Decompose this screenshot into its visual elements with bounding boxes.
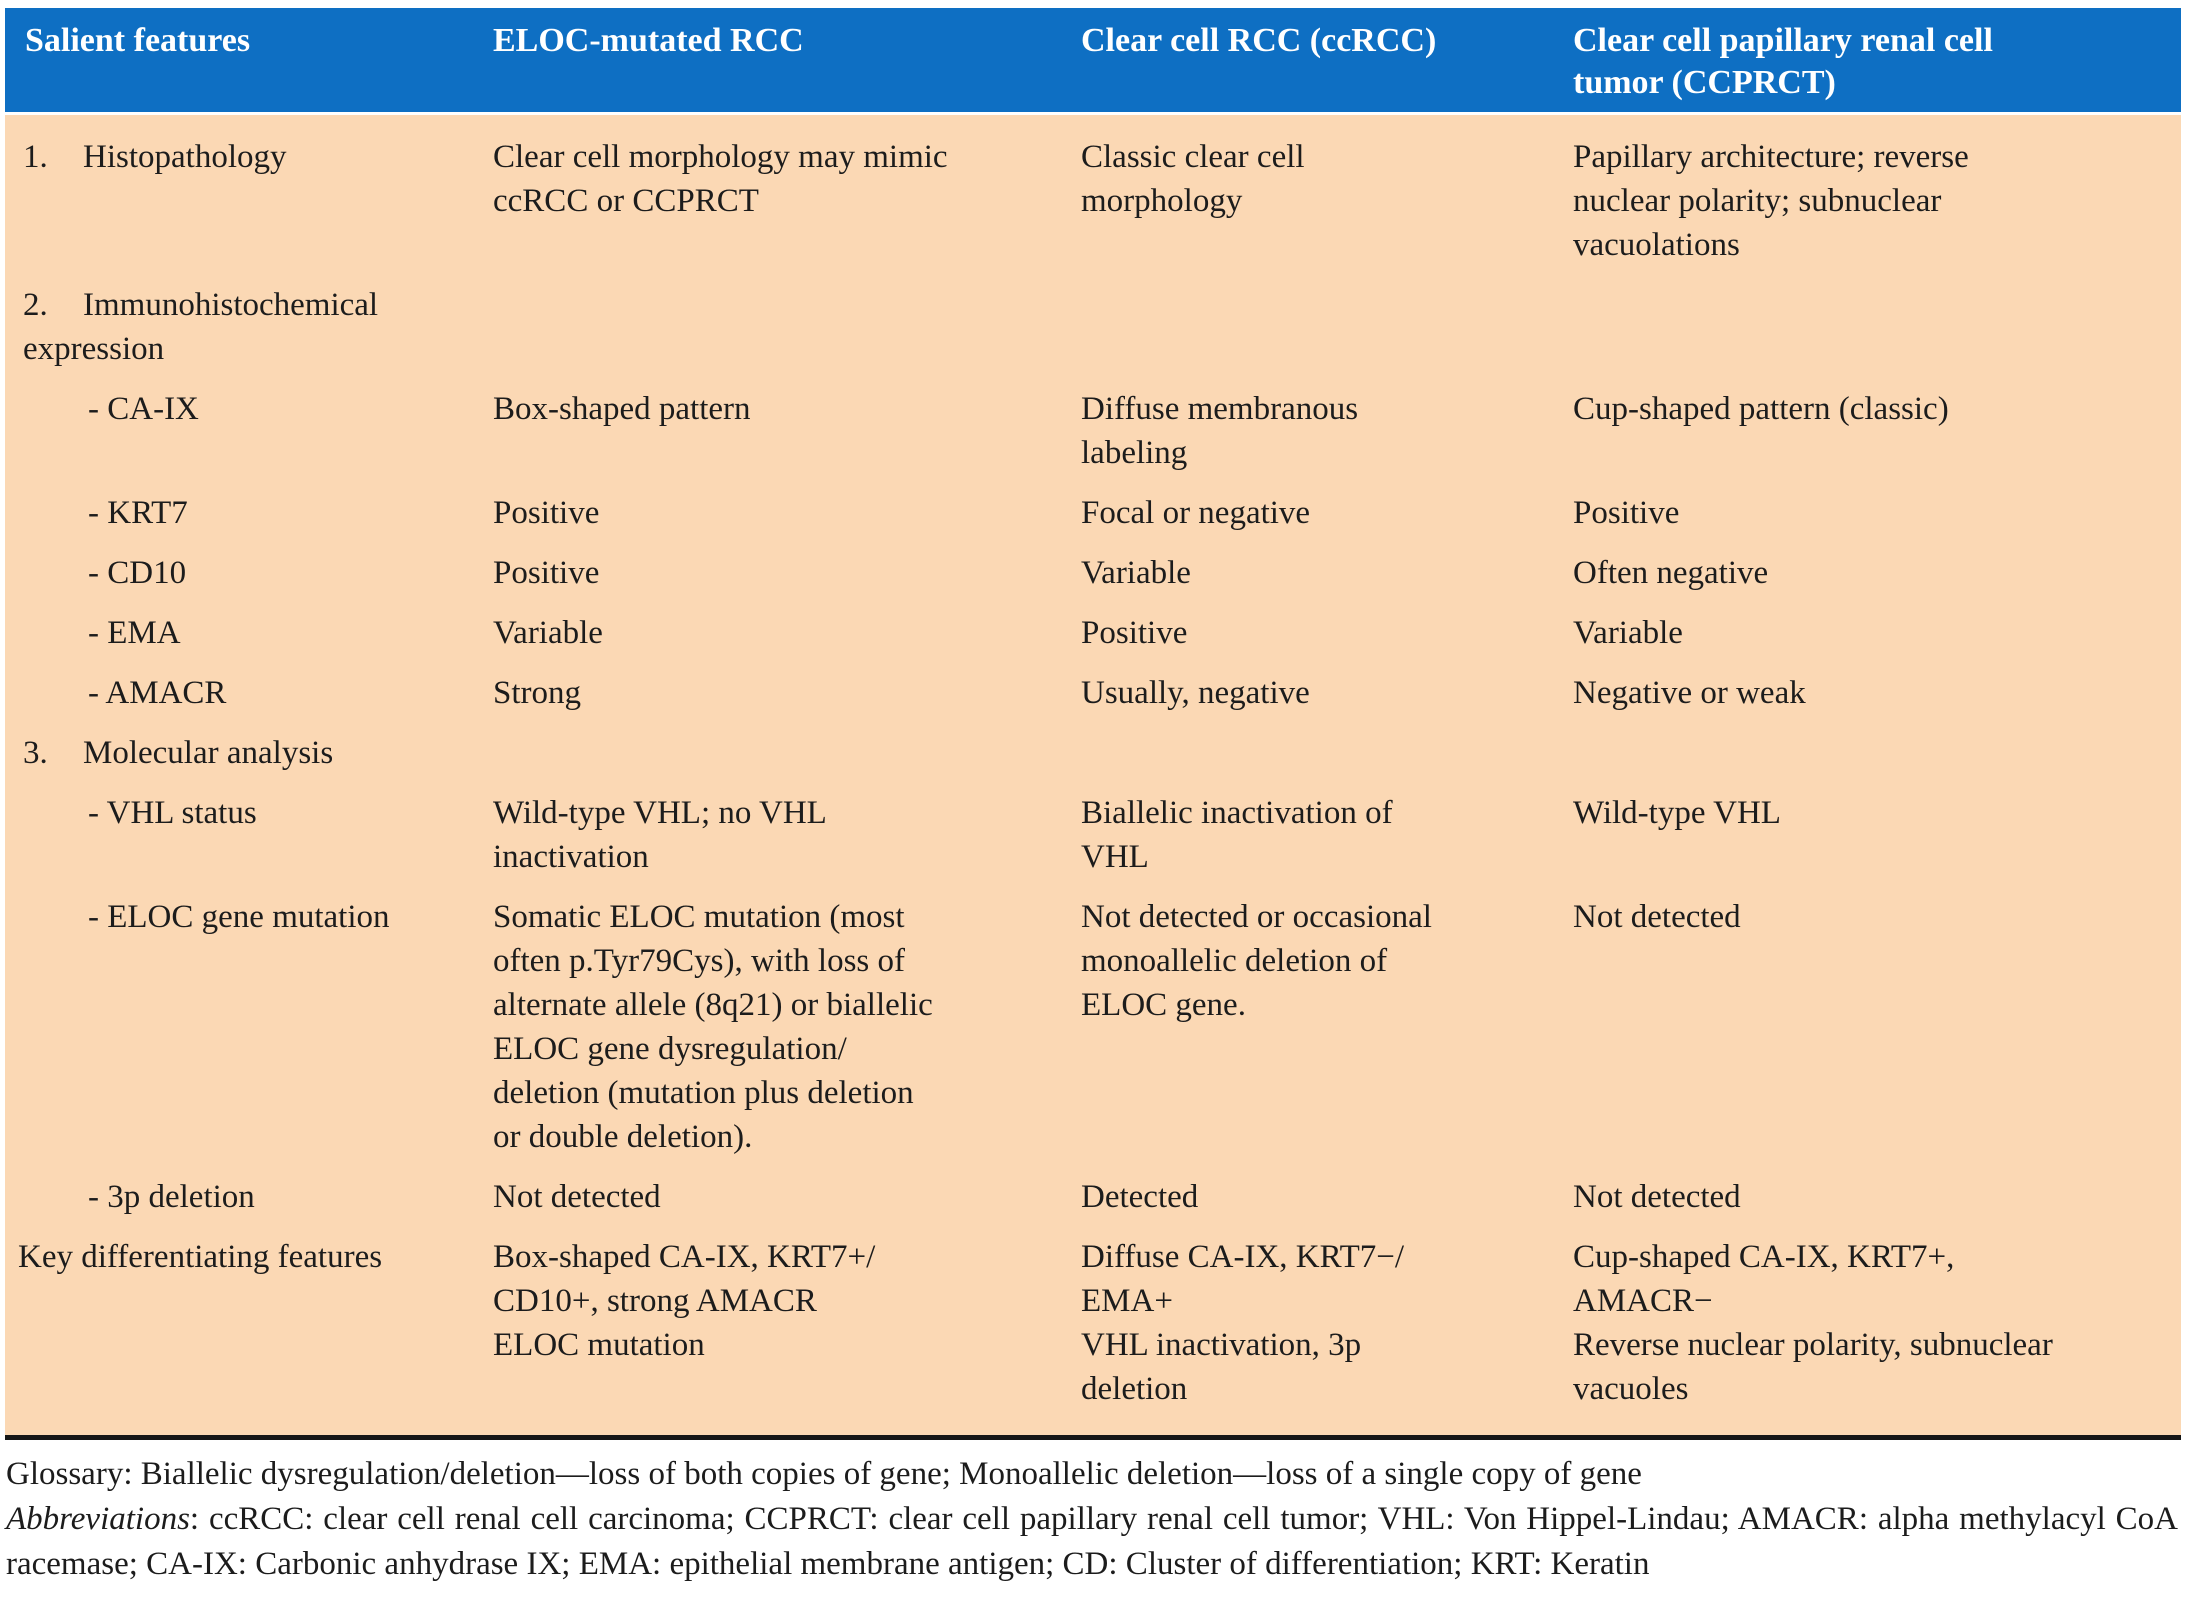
ccrcc-cell: Usually, negative: [1081, 675, 1310, 711]
table-row-ca-ix: - CA-IX Box-shaped pattern Diffuse membr…: [5, 379, 2181, 483]
feature-cell: - VHL status: [5, 791, 485, 879]
ccprct-cell: Wild-type VHL: [1573, 795, 1781, 831]
comparison-table: Salient features ELOC-mutated RCC Clear …: [5, 8, 2181, 1440]
table-row-molecular-analysis: 3. Molecular analysis: [5, 723, 2181, 783]
feature-cell: - AMACR: [5, 671, 485, 715]
ccprct-cell: [1565, 283, 2181, 371]
ccrcc-cell: Diffuse CA-IX, KRT7−/ EMA+ VHL inactivat…: [1081, 1239, 1405, 1407]
ccprct-cell: Often negative: [1573, 555, 1769, 591]
feature-label: - AMACR: [88, 675, 227, 711]
ccrcc-cell: [1073, 283, 1565, 371]
table-row-cd10: - CD10 Positive Variable Often negative: [5, 543, 2181, 603]
ccprct-cell: Not detected: [1573, 1179, 1741, 1215]
eloc-cell: Box-shaped pattern: [493, 391, 751, 427]
glossary-text: Glossary: Biallelic dysregulation/deleti…: [6, 1456, 1642, 1492]
column-header-clear-cell-rcc: Clear cell RCC (ccRCC): [1081, 22, 1437, 59]
table-row-eloc-gene-mutation: - ELOC gene mutation Somatic ELOC mutati…: [5, 887, 2181, 1167]
eloc-cell: Strong: [493, 675, 582, 711]
ccrcc-cell: Diffuse membranous labeling: [1081, 391, 1359, 471]
feature-label: - VHL status: [88, 795, 257, 831]
ccrcc-cell: Focal or negative: [1081, 495, 1311, 531]
eloc-cell: Not detected: [493, 1179, 661, 1215]
ccprct-cell: Papillary architecture; reverse nuclear …: [1573, 139, 1969, 263]
ccrcc-cell: [1073, 731, 1565, 775]
column-header-ccprct: Clear cell papillary renal cell tumor (C…: [1573, 22, 1993, 101]
eloc-cell: [485, 731, 1073, 775]
feature-label: - 3p deletion: [88, 1179, 255, 1215]
feature-label: Molecular analysis: [83, 735, 334, 771]
feature-cell: - EMA: [5, 611, 485, 655]
feature-label: - CD10: [88, 555, 187, 591]
row-number: 2.: [23, 287, 48, 323]
ccprct-cell: Cup-shaped CA-IX, KRT7+, AMACR− Reverse …: [1573, 1239, 2053, 1407]
feature-label: Histopathology: [83, 139, 287, 175]
ccrcc-cell: Variable: [1081, 555, 1191, 591]
eloc-cell: Wild-type VHL; no VHL inactivation: [493, 795, 827, 875]
table-body: 1. Histopathology Clear cell morphology m…: [5, 115, 2181, 1440]
table-row-amacr: - AMACR Strong Usually, negative Negativ…: [5, 663, 2181, 723]
ccprct-cell: Variable: [1573, 615, 1683, 651]
feature-cell: Key differentiating features: [5, 1235, 485, 1411]
abbreviations-text: Abbreviations: ccRCC: clear cell renal c…: [6, 1497, 2178, 1587]
feature-label: Key differentiating features: [18, 1239, 383, 1275]
column-header-eloc-mutated-rcc: ELOC-mutated RCC: [493, 22, 804, 59]
abbreviations-label: Abbreviations: [6, 1501, 190, 1537]
ccrcc-cell: Classic clear cell morphology: [1081, 139, 1305, 219]
feature-label: - CA-IX: [88, 391, 199, 427]
feature-label: - ELOC gene mutation: [88, 899, 390, 935]
feature-label: Immunohistochemical expression: [23, 287, 379, 367]
feature-label: - EMA: [88, 615, 181, 651]
feature-cell: - 3p deletion: [5, 1175, 485, 1219]
feature-cell: 1. Histopathology: [5, 135, 485, 267]
feature-cell: - CD10: [5, 551, 485, 595]
table-header-row: Salient features ELOC-mutated RCC Clear …: [5, 8, 2181, 112]
table-row-krt7: - KRT7 Positive Focal or negative Positi…: [5, 483, 2181, 543]
table-row-ema: - EMA Variable Positive Variable: [5, 603, 2181, 663]
table-row-key-differentiating-features: Key differentiating features Box-shaped …: [5, 1227, 2181, 1419]
row-number: 3.: [23, 735, 48, 771]
feature-label: - KRT7: [88, 495, 188, 531]
table-row-3p-deletion: - 3p deletion Not detected Detected Not …: [5, 1167, 2181, 1227]
table-row-vhl-status: - VHL status Wild-type VHL; no VHL inact…: [5, 783, 2181, 887]
feature-cell: 3. Molecular analysis: [5, 731, 485, 775]
table-footnotes: Glossary: Biallelic dysregulation/deleti…: [6, 1452, 2178, 1587]
ccrcc-cell: Biallelic inactivation of VHL: [1081, 795, 1393, 875]
ccprct-cell: Cup-shaped pattern (classic): [1573, 391, 1949, 427]
feature-cell: - KRT7: [5, 491, 485, 535]
ccprct-cell: Positive: [1573, 495, 1680, 531]
eloc-cell: Positive: [493, 555, 600, 591]
ccrcc-cell: Not detected or occasional monoallelic d…: [1081, 899, 1432, 1023]
column-header-salient-features: Salient features: [25, 22, 251, 59]
ccrcc-cell: Positive: [1081, 615, 1188, 651]
table-row-immunohistochemical: 2. Immunohistochemical expression: [5, 275, 2181, 379]
eloc-cell: Variable: [493, 615, 603, 651]
feature-cell: - ELOC gene mutation: [5, 895, 485, 1159]
ccprct-cell: Negative or weak: [1573, 675, 1806, 711]
eloc-cell: Box-shaped CA-IX, KRT7+/ CD10+, strong A…: [493, 1239, 876, 1363]
table-row-histopathology: 1. Histopathology Clear cell morphology m…: [5, 127, 2181, 275]
eloc-cell: Clear cell morphology may mimic ccRCC or…: [493, 139, 948, 219]
feature-cell: 2. Immunohistochemical expression: [5, 283, 485, 371]
eloc-cell: Somatic ELOC mutation (most often p.Tyr7…: [493, 899, 933, 1155]
ccprct-cell: [1565, 731, 2181, 775]
abbreviations-body: : ccRCC: clear cell renal cell carcinoma…: [6, 1501, 2178, 1582]
eloc-cell: Positive: [493, 495, 600, 531]
ccrcc-cell: Detected: [1081, 1179, 1199, 1215]
ccprct-cell: Not detected: [1573, 899, 1741, 935]
row-number: 1.: [23, 139, 48, 175]
feature-cell: - CA-IX: [5, 387, 485, 475]
eloc-cell: [485, 283, 1073, 371]
